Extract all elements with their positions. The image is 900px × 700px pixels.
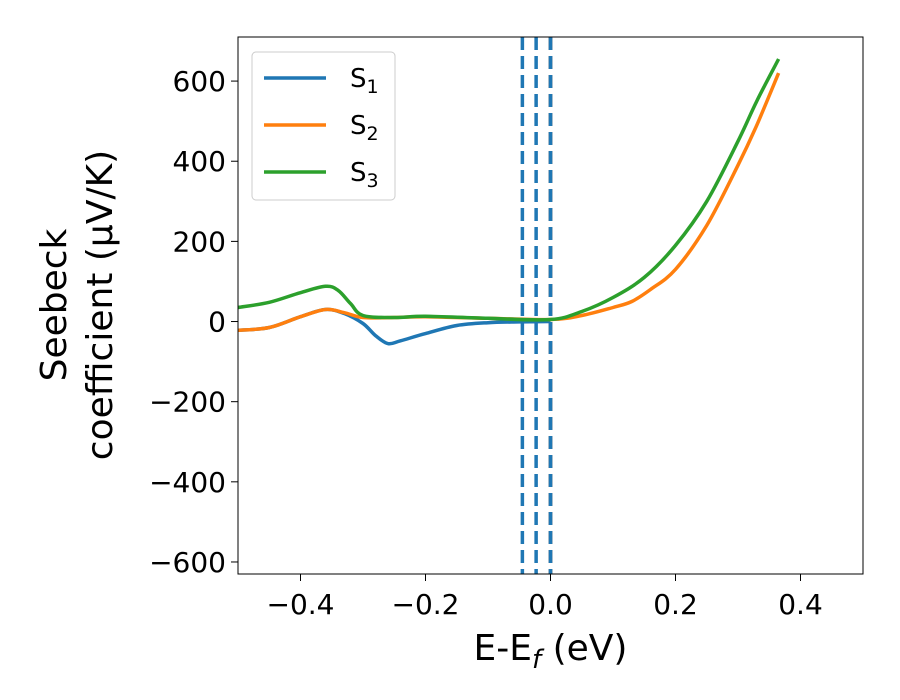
x-tick-label: −0.2	[392, 588, 460, 621]
y-tick-label: 200	[173, 225, 226, 258]
y-tick-label: 0	[208, 306, 226, 339]
y-tick-label: −200	[149, 386, 226, 419]
legend-label-1: S1	[350, 64, 379, 98]
x-axis-ticks: −0.4 −0.2 0.0 0.2 0.4	[267, 574, 823, 621]
y-tick-label: −600	[149, 546, 226, 579]
legend-label-3: S3	[350, 158, 379, 192]
y-tick-label: −400	[149, 466, 226, 499]
y-axis-label: Seebeck coefficient (μV/K)	[34, 150, 121, 460]
y-tick-label: 400	[173, 145, 226, 178]
y-axis-label-line2: coefficient (μV/K)	[80, 150, 121, 460]
series-lines	[238, 58, 781, 346]
legend-label-2: S2	[350, 111, 379, 145]
x-tick-label: 0.0	[528, 588, 573, 621]
legend: S1 S2 S3	[251, 51, 396, 201]
y-axis-ticks: −600 −400 −200 0 200 400 600	[149, 65, 238, 579]
series-line-3	[238, 58, 781, 322]
fermi-marker-lines	[520, 37, 553, 574]
x-tick-label: −0.4	[267, 588, 335, 621]
y-tick-label: 600	[173, 65, 226, 98]
x-axis-label: E-Ef (eV)	[474, 628, 628, 675]
series-line-1	[238, 307, 551, 346]
x-tick-label: 0.2	[653, 588, 698, 621]
x-tick-label: 0.4	[778, 588, 823, 621]
y-axis-label-line1: Seebeck	[34, 228, 75, 381]
